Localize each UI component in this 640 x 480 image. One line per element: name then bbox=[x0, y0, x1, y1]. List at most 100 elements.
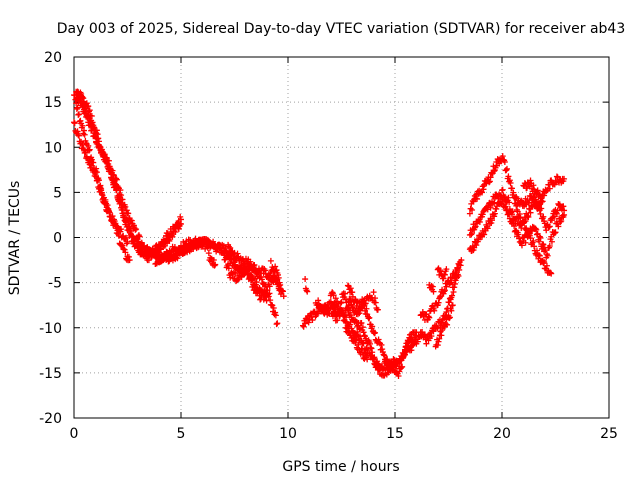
data-point bbox=[537, 193, 544, 200]
data-point bbox=[487, 174, 494, 181]
data-point bbox=[122, 249, 129, 256]
data-point bbox=[125, 253, 132, 260]
data-point bbox=[399, 355, 406, 362]
data-point bbox=[356, 310, 363, 317]
data-point bbox=[499, 196, 506, 203]
data-point bbox=[466, 210, 473, 217]
data-point bbox=[332, 295, 339, 302]
data-point bbox=[548, 270, 555, 277]
data-point bbox=[205, 250, 212, 257]
data-point bbox=[499, 153, 506, 160]
data-point bbox=[434, 342, 441, 349]
data-point bbox=[479, 189, 486, 196]
data-point bbox=[449, 302, 456, 309]
data-point bbox=[327, 304, 334, 311]
data-point bbox=[533, 198, 540, 205]
data-point bbox=[487, 204, 494, 211]
data-point bbox=[369, 349, 376, 356]
data-point bbox=[270, 304, 277, 311]
data-point bbox=[380, 351, 387, 358]
data-point bbox=[423, 340, 430, 347]
data-point bbox=[540, 241, 547, 248]
data-point bbox=[304, 288, 311, 295]
data-point bbox=[300, 323, 307, 330]
data-point bbox=[538, 205, 545, 212]
data-point bbox=[73, 105, 80, 112]
data-point bbox=[273, 277, 280, 284]
data-point bbox=[491, 210, 498, 217]
data-point bbox=[506, 199, 513, 206]
data-point bbox=[451, 284, 458, 291]
data-point bbox=[100, 195, 107, 202]
data-point bbox=[166, 258, 173, 265]
data-point bbox=[458, 257, 465, 264]
data-point bbox=[561, 175, 568, 182]
data-point bbox=[515, 231, 522, 238]
data-point bbox=[136, 233, 143, 240]
data-point bbox=[491, 213, 498, 220]
data-point bbox=[546, 223, 553, 230]
data-point bbox=[493, 206, 500, 213]
data-point bbox=[439, 319, 446, 326]
data-point bbox=[185, 242, 192, 249]
data-point bbox=[121, 214, 128, 221]
data-point bbox=[468, 231, 475, 238]
data-point bbox=[469, 206, 476, 213]
data-point bbox=[274, 276, 281, 283]
data-point bbox=[335, 300, 342, 307]
data-point bbox=[449, 292, 456, 299]
data-point bbox=[560, 203, 567, 210]
data-point bbox=[74, 104, 81, 111]
data-point bbox=[79, 122, 86, 129]
data-point bbox=[352, 339, 359, 346]
data-point bbox=[128, 217, 135, 224]
data-point bbox=[86, 115, 93, 122]
data-point bbox=[280, 288, 287, 295]
data-point bbox=[371, 354, 378, 361]
data-point bbox=[530, 237, 537, 244]
data-points bbox=[71, 88, 568, 380]
data-point bbox=[125, 210, 132, 217]
data-point bbox=[263, 297, 270, 304]
data-point bbox=[540, 260, 547, 267]
data-point bbox=[358, 319, 365, 326]
data-point bbox=[548, 217, 555, 224]
data-point bbox=[541, 258, 548, 265]
data-point bbox=[360, 329, 367, 336]
data-point bbox=[178, 220, 184, 227]
data-point bbox=[162, 238, 169, 245]
data-point bbox=[315, 297, 322, 304]
data-point bbox=[506, 210, 513, 217]
data-point bbox=[378, 341, 385, 348]
data-point bbox=[266, 283, 273, 290]
data-point bbox=[104, 202, 111, 209]
data-point bbox=[212, 261, 219, 268]
data-point bbox=[362, 300, 369, 307]
data-point bbox=[119, 196, 126, 203]
data-point bbox=[272, 309, 279, 316]
x-axis-label: GPS time / hours bbox=[282, 459, 399, 475]
data-point bbox=[91, 130, 98, 137]
data-point bbox=[513, 202, 520, 209]
data-point bbox=[456, 266, 463, 273]
data-point bbox=[467, 205, 474, 212]
data-point bbox=[171, 243, 178, 250]
data-point bbox=[71, 119, 77, 126]
data-point bbox=[536, 233, 543, 240]
data-point bbox=[372, 329, 379, 336]
data-point bbox=[379, 367, 386, 374]
data-point bbox=[90, 159, 97, 166]
data-point bbox=[267, 270, 274, 277]
data-point bbox=[363, 305, 370, 312]
data-point bbox=[430, 288, 437, 295]
data-point bbox=[552, 229, 559, 236]
data-point bbox=[362, 349, 369, 356]
data-point bbox=[126, 257, 133, 264]
data-point bbox=[369, 323, 376, 330]
data-point bbox=[475, 236, 482, 243]
data-point bbox=[94, 135, 101, 142]
data-point bbox=[98, 187, 105, 194]
data-point bbox=[517, 214, 524, 221]
data-point bbox=[364, 356, 371, 363]
data-point bbox=[255, 268, 262, 275]
